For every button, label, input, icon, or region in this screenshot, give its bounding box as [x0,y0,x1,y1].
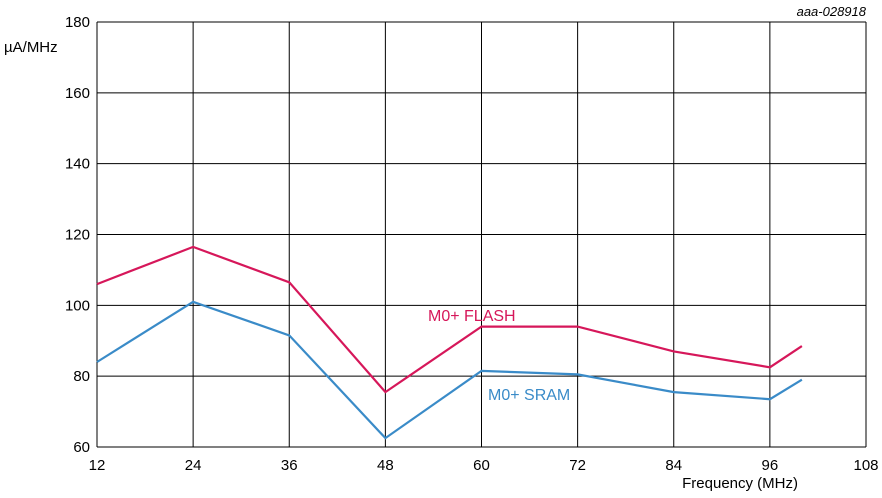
y-tick-label-0: 60 [73,439,90,456]
grid [96,21,867,448]
y-tick-label-4: 140 [65,156,90,173]
y-axis-label: µA/MHz [4,39,58,56]
x-tick-label-8: 108 [853,457,878,474]
series-label-sram: M0+ SRAM [488,387,570,404]
x-axis-label: Frequency (MHz) [682,475,798,492]
y-tick-label-5: 160 [65,85,90,102]
x-tick-label-1: 24 [185,457,202,474]
series-line-flash [96,245,803,394]
x-tick-label-4: 60 [473,457,490,474]
x-tick-label-2: 36 [281,457,298,474]
y-tick-label-2: 100 [65,297,90,314]
y-tick-label-1: 80 [73,368,90,385]
tick-labels: 12 24 36 48 60 72 84 96 108 60 80 100 120 140 160 180 [65,14,879,474]
x-tick-label-3: 48 [377,457,394,474]
x-tick-label-5: 72 [569,457,586,474]
y-tick-label-3: 120 [65,227,90,244]
x-tick-label-0: 12 [89,457,106,474]
x-tick-label-7: 96 [762,457,779,474]
x-tick-label-6: 84 [665,457,682,474]
series-line-sram [96,300,803,440]
series-label-flash: M0+ FLASH [428,308,516,325]
series-lines [96,245,803,440]
reference-code: aaa-028918 [797,4,867,19]
y-tick-label-6: 180 [65,14,90,31]
